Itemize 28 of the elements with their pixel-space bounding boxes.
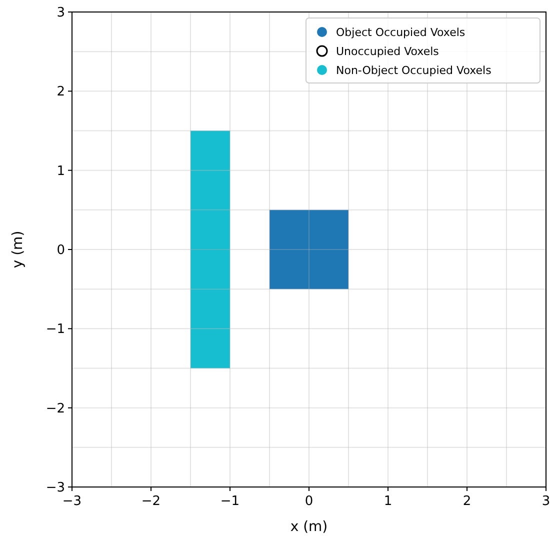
y-tick-label: −1 [46, 322, 65, 338]
x-tick-label: −1 [220, 494, 240, 509]
point [270, 250, 309, 290]
point [190, 170, 230, 210]
x-tick-label: 0 [304, 494, 314, 509]
point [190, 210, 230, 250]
point [270, 210, 309, 250]
x-tick-label: 2 [462, 494, 472, 509]
x-tick-label: 3 [542, 494, 550, 509]
x-axis-title: x (m) [290, 519, 328, 535]
legend-label: Object Occupied Voxels [336, 26, 466, 39]
x-tick-label: 1 [384, 494, 392, 509]
legend-label: Unoccupied Voxels [336, 44, 440, 58]
point [190, 250, 230, 290]
y-tick-label: −3 [46, 480, 65, 496]
legend-label: Non-Object Occupied Voxels [336, 64, 492, 77]
point [190, 130, 230, 170]
y-axis-title: y (m) [10, 230, 26, 268]
point [190, 328, 230, 368]
y-tick-label: 3 [56, 6, 65, 21]
y-tick-label: 1 [56, 164, 65, 179]
point [190, 289, 230, 329]
point [309, 250, 348, 290]
y-tick-label: −2 [46, 401, 65, 416]
x-tick-label: −2 [141, 494, 161, 509]
y-tick-label: 0 [56, 243, 65, 258]
y-tick-label: 2 [56, 84, 65, 100]
point [309, 210, 348, 250]
